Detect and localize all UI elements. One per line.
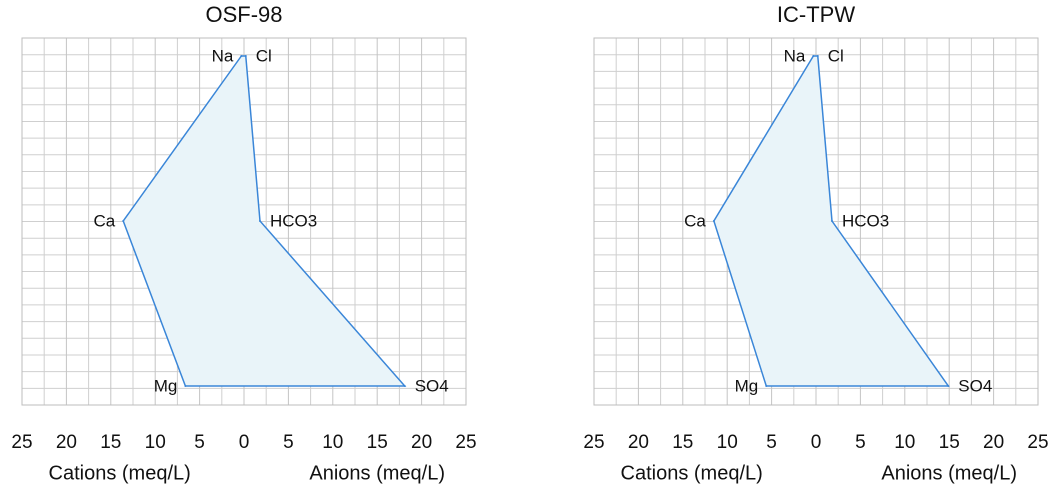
- chart-title: IC-TPW: [777, 2, 855, 27]
- x-tick-label: 0: [239, 432, 250, 453]
- anion-label: SO4: [415, 376, 449, 395]
- x-tick-label: 10: [717, 432, 738, 453]
- x-tick-label: 5: [855, 432, 866, 453]
- x-axis-label: Cations (meq/L): [49, 462, 191, 484]
- cation-point: [122, 220, 125, 222]
- x-tick-label: 5: [194, 432, 205, 453]
- x-tick-label: 15: [939, 432, 960, 453]
- x-tick-label: 25: [455, 432, 476, 453]
- stiff-chart: OSF-98 25 20 15 10 5 0 5 10 15 20 25 Cations (meq/L)…: [11, 2, 476, 484]
- anion-point: [244, 55, 247, 57]
- cation-label: Na: [784, 46, 806, 65]
- x-tick-label: 20: [411, 432, 432, 453]
- cation-label: Mg: [154, 376, 178, 395]
- anion-label: Cl: [256, 46, 272, 65]
- anion-point: [830, 220, 833, 222]
- x-tick-label: 15: [672, 432, 693, 453]
- cation-label: Ca: [93, 211, 115, 230]
- x-tick-label: 20: [56, 432, 77, 453]
- x-axis-label: Anions (meq/L): [881, 462, 1017, 484]
- stiff-polygon: [122, 55, 407, 387]
- anion-label: HCO3: [842, 211, 889, 230]
- x-tick-label: 10: [145, 432, 166, 453]
- x-tick-label: 20: [628, 432, 649, 453]
- anion-point: [947, 385, 950, 387]
- cation-point: [812, 55, 815, 57]
- x-tick-label: 0: [811, 432, 822, 453]
- chart-title: OSF-98: [205, 2, 282, 27]
- x-tick-label: 25: [1027, 432, 1048, 453]
- x-tick-label: 10: [894, 432, 915, 453]
- x-tick-label: 15: [100, 432, 121, 453]
- anion-label: Cl: [828, 46, 844, 65]
- cation-point: [184, 385, 187, 387]
- x-tick-label: 5: [766, 432, 777, 453]
- plot-frame: [21, 37, 467, 406]
- cation-label: Ca: [684, 211, 706, 230]
- anion-label: SO4: [958, 376, 992, 395]
- anion-point: [816, 55, 819, 57]
- x-tick-label: 20: [983, 432, 1004, 453]
- x-tick-label: 10: [322, 432, 343, 453]
- anion-point: [258, 220, 261, 222]
- cation-point: [765, 385, 768, 387]
- x-tick-label: 5: [283, 432, 294, 453]
- x-tick-label: 15: [367, 432, 388, 453]
- cation-point: [240, 55, 243, 57]
- x-tick-label: 25: [11, 432, 32, 453]
- x-tick-label: 25: [583, 432, 604, 453]
- cation-label: Mg: [735, 376, 759, 395]
- x-axis-label: Cations (meq/L): [621, 462, 763, 484]
- plot-frame: [593, 37, 1039, 406]
- anion-point: [403, 385, 406, 387]
- cation-label: Na: [212, 46, 234, 65]
- x-axis-label: Anions (meq/L): [309, 462, 445, 484]
- cation-point: [712, 220, 715, 222]
- stiff-chart: IC-TPW 25 20 15 10 5 0 5 10 15 20 25 Cations (meq/L)…: [583, 2, 1048, 484]
- anion-label: HCO3: [270, 211, 317, 230]
